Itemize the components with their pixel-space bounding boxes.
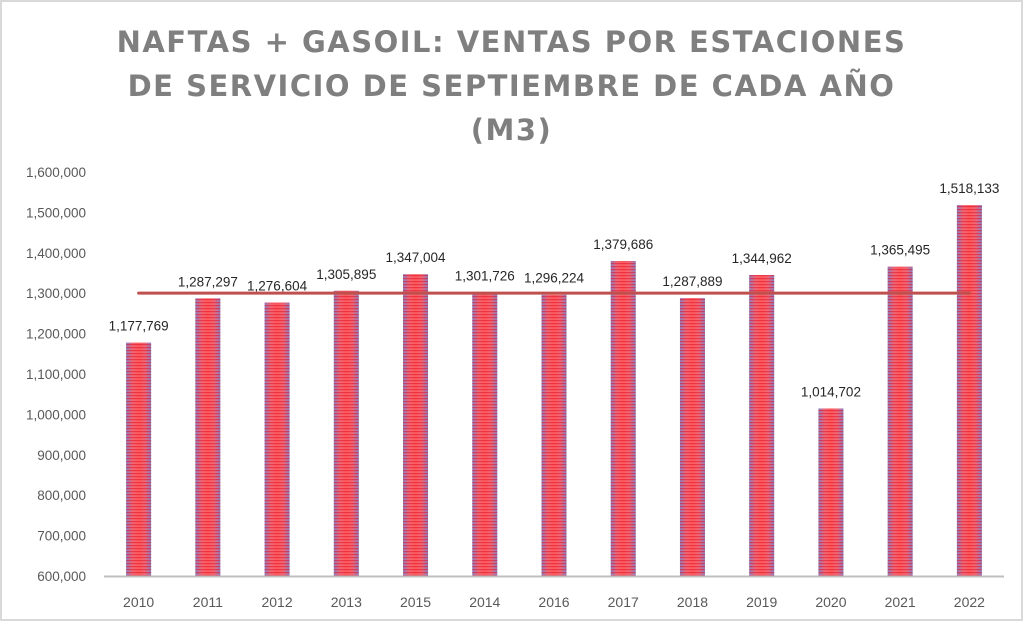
chart-title-line-1: NAFTAS + GASOIL: VENTAS POR ESTACIONES — [116, 25, 907, 59]
x-tick-label: 2013 — [331, 594, 362, 610]
bar-stripes-2017 — [610, 261, 636, 576]
bar-stripes-2010 — [126, 342, 152, 576]
x-axis: 2010 2011 2012 2013 2015 2014 2016 2017 2018 2019… — [104, 575, 1004, 610]
bar-stripes-2022 — [956, 205, 982, 576]
data-label: 1,347,004 — [386, 250, 447, 265]
x-tick-label: 2020 — [815, 594, 846, 610]
x-tick-label: 2018 — [677, 594, 708, 610]
bar-stripes-2019 — [749, 275, 775, 576]
x-tick-label: 2015 — [400, 594, 431, 610]
x-tick-label: 2011 — [193, 594, 223, 610]
bar-stripes-2021 — [887, 266, 913, 576]
data-label: 1,301,726 — [455, 269, 515, 284]
chart-title-line-2: DE SERVICIO DE SEPTIEMBRE DE CADA AÑO — [127, 69, 896, 103]
y-tick-label: 1,100,000 — [26, 367, 86, 382]
x-tick-label: 2014 — [469, 594, 500, 610]
y-axis: 600,000 700,000 800,000 900,000 1,000,000 1,1… — [26, 165, 86, 584]
x-tick-label: 2022 — [954, 594, 985, 610]
y-tick-label: 800,000 — [37, 488, 86, 503]
x-tick-label: 2010 — [123, 594, 154, 610]
data-label: 1,276,604 — [247, 279, 308, 294]
data-label: 1,287,297 — [178, 274, 238, 289]
x-tick-label: 2021 — [885, 594, 916, 610]
bar-stripes-2016 — [541, 294, 567, 576]
y-tick-label: 1,600,000 — [26, 165, 86, 180]
data-label: 1,518,133 — [939, 181, 999, 196]
x-tick-label: 2019 — [746, 594, 777, 610]
bars — [126, 205, 982, 576]
y-tick-label: 1,400,000 — [26, 246, 86, 261]
bar-stripes-2020 — [818, 408, 844, 576]
x-tick-label: 2012 — [261, 594, 292, 610]
data-label: 1,344,962 — [732, 251, 792, 266]
bar-stripes-2011 — [195, 298, 221, 576]
y-tick-label: 1,200,000 — [26, 327, 86, 342]
y-tick-label: 600,000 — [37, 569, 86, 584]
x-tick-label: 2017 — [608, 594, 639, 610]
bar-stripes-2012 — [264, 302, 290, 576]
y-tick-label: 900,000 — [37, 448, 86, 463]
bar-stripes-2014 — [472, 292, 498, 576]
y-tick-label: 700,000 — [37, 529, 86, 544]
y-tick-label: 1,500,000 — [26, 205, 86, 220]
x-tick-label: 2016 — [538, 594, 569, 610]
data-label: 1,379,686 — [593, 237, 653, 252]
bar-stripes-2015 — [403, 274, 429, 576]
y-tick-label: 1,000,000 — [26, 407, 86, 422]
data-label: 1,296,224 — [524, 271, 585, 286]
bar-stripes-2013 — [333, 290, 359, 576]
y-tick-label: 1,300,000 — [26, 286, 86, 301]
data-label: 1,177,769 — [109, 319, 169, 334]
data-label: 1,305,895 — [316, 267, 376, 282]
bar-stripes-2018 — [679, 298, 705, 576]
chart-title: NAFTAS + GASOIL: VENTAS POR ESTACIONES D… — [2, 20, 1021, 152]
data-label: 1,287,889 — [662, 274, 722, 289]
data-label: 1,014,702 — [801, 384, 861, 399]
data-label: 1,365,495 — [870, 243, 930, 258]
data-labels: 1,177,769 1,287,297 1,276,604 1,305,895 1,34… — [109, 181, 1000, 399]
chart-title-line-3: (M3) — [470, 113, 553, 147]
